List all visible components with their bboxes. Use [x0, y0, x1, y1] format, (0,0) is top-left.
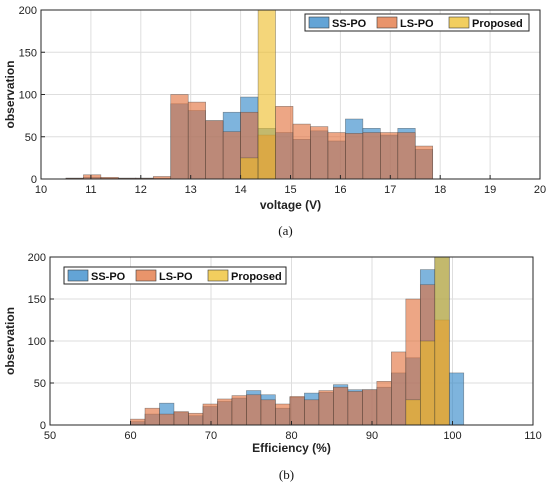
chart-a-legend-swatch-ls-po: [376, 16, 398, 29]
chart-a-bar-ls-po: [345, 133, 364, 179]
chart-a-legend-label-ss-po: SS-PO: [332, 18, 367, 30]
chart-b-bar-ls-po: [304, 399, 320, 425]
chart-b-bar-ls-po: [391, 351, 407, 425]
chart-b-bar-ls-po: [362, 389, 378, 425]
chart-a-xtick-label: 17: [384, 184, 396, 196]
chart-b-xtick-label: 60: [124, 430, 136, 442]
chart-a-bar-proposed: [257, 10, 276, 179]
chart-a-ytick-label: 0: [31, 174, 37, 186]
chart-a-bar-ls-po: [380, 132, 399, 179]
chart-b-bar-ls-po: [246, 394, 262, 425]
chart-a-bar-ls-po: [397, 132, 416, 179]
chart-a-legend-swatch-proposed: [448, 16, 470, 29]
chart-b-bar-proposed: [434, 257, 450, 425]
chart-b-xtick-label: 100: [443, 430, 461, 442]
chart-a-ytick-label: 200: [19, 5, 37, 17]
chart-b-bar-ls-po: [202, 403, 218, 425]
chart-a-bar-ls-po: [83, 174, 102, 179]
chart-b-bar-ls-po: [289, 396, 305, 425]
chart-b-xtick-label: 90: [366, 430, 378, 442]
chart-a-bar-ls-po: [327, 132, 346, 179]
chart-b-bar-ls-po: [376, 381, 392, 425]
chart-a-bar-ls-po: [292, 123, 311, 179]
chart-a-legend-box: [304, 13, 530, 32]
chart-a-xtick-label: 18: [434, 184, 446, 196]
chart-b-legend-swatch-ls-po: [135, 269, 157, 282]
chart-b-bar-proposed: [419, 340, 436, 425]
chart-b-ytick-label: 200: [28, 252, 46, 264]
chart-a-legend: SS-PO LS-PO Proposed: [304, 13, 530, 32]
chart-b-legend-box: [63, 266, 287, 285]
chart-b-legend-label-ss-po: SS-PO: [91, 271, 126, 283]
chart-b-bar-ls-po: [217, 398, 233, 425]
chart-b-xtick-label: 110: [524, 430, 542, 442]
chart-a-xtick-label: 20: [534, 184, 546, 196]
chart-a-bar-ls-po: [310, 126, 329, 179]
chart-a-legend-label-ls-po: LS-PO: [400, 18, 434, 30]
chart-b-legend-swatch-ss-po: [67, 269, 89, 282]
chart-b-bar-ls-po: [130, 418, 146, 425]
chart-b-ylabel: observation: [3, 307, 17, 375]
chart-b-legend: SS-PO LS-PO Proposed: [63, 266, 287, 285]
chart-b-bar-ls-po: [173, 411, 189, 425]
chart-b-ytick-label: 50: [34, 378, 46, 390]
chart-a-xtick-label: 13: [185, 184, 197, 196]
chart-a-bar-ls-po: [187, 101, 206, 179]
chart-a-xtick-label: 11: [85, 184, 96, 196]
chart-a-xtick-label: 19: [484, 184, 496, 196]
chart-a-xtick-label: 15: [284, 184, 296, 196]
chart-a-xlabel: voltage (V): [260, 198, 321, 212]
chart-b-bar-ls-po: [318, 390, 334, 425]
chart-b-bar-ls-po: [275, 403, 291, 425]
chart-a-xtick-label: 16: [334, 184, 346, 196]
chart-b-bar-ls-po: [333, 386, 349, 425]
chart-b-xtick-label: 80: [285, 430, 297, 442]
chart-b-bar-ls-po: [347, 391, 363, 425]
chart-b-xtick-label: 70: [205, 430, 217, 442]
chart-b-bar-proposed: [405, 399, 421, 425]
chart-b-xlabel: Efficiency (%): [252, 441, 331, 455]
chart-a-bar-proposed: [240, 157, 259, 179]
chart-b-bar-ls-po: [144, 407, 160, 425]
chart-a-ylabel: observation: [3, 60, 17, 128]
chart-b-ytick-label: 0: [40, 420, 46, 432]
chart-a-bar-ls-po: [362, 132, 381, 179]
chart-a-bar-ls-po: [205, 120, 224, 179]
chart-b-legend-swatch-proposed: [207, 269, 229, 282]
chart-a-legend-label-proposed: Proposed: [472, 18, 523, 30]
chart-b-ytick-label: 100: [28, 336, 46, 348]
chart-a-bar-ls-po: [275, 106, 294, 179]
chart-a-xtick-label: 10: [35, 184, 47, 196]
chart-b-legend-label-proposed: Proposed: [231, 271, 282, 283]
chart-b-bar-ls-po: [159, 413, 175, 425]
chart-b-xtick-label: 50: [44, 430, 56, 442]
chart-b-caption: (b): [279, 467, 294, 482]
chart-a-legend-swatch-ss-po: [308, 16, 330, 29]
chart-b-bar-ss-po: [448, 372, 465, 425]
chart-a-bar-ls-po: [414, 145, 434, 179]
chart-b-bar-ls-po: [260, 399, 276, 425]
chart-b-bar-ls-po: [231, 395, 247, 425]
chart-b-bar-ls-po: [188, 412, 204, 425]
chart-b-ytick-label: 150: [28, 294, 46, 306]
chart-a-bar-ls-po: [222, 131, 241, 179]
chart-a-xtick-label: 12: [135, 184, 147, 196]
chart-a-caption: (a): [278, 223, 292, 238]
chart-a-bar-ls-po: [170, 94, 189, 179]
chart-b-legend-label-ls-po: LS-PO: [159, 271, 193, 283]
chart-a-ytick-label: 100: [19, 90, 37, 102]
chart-a-xtick-label: 14: [234, 184, 246, 196]
chart-a-ytick-label: 150: [19, 47, 37, 59]
chart-a-ytick-label: 50: [25, 132, 37, 144]
